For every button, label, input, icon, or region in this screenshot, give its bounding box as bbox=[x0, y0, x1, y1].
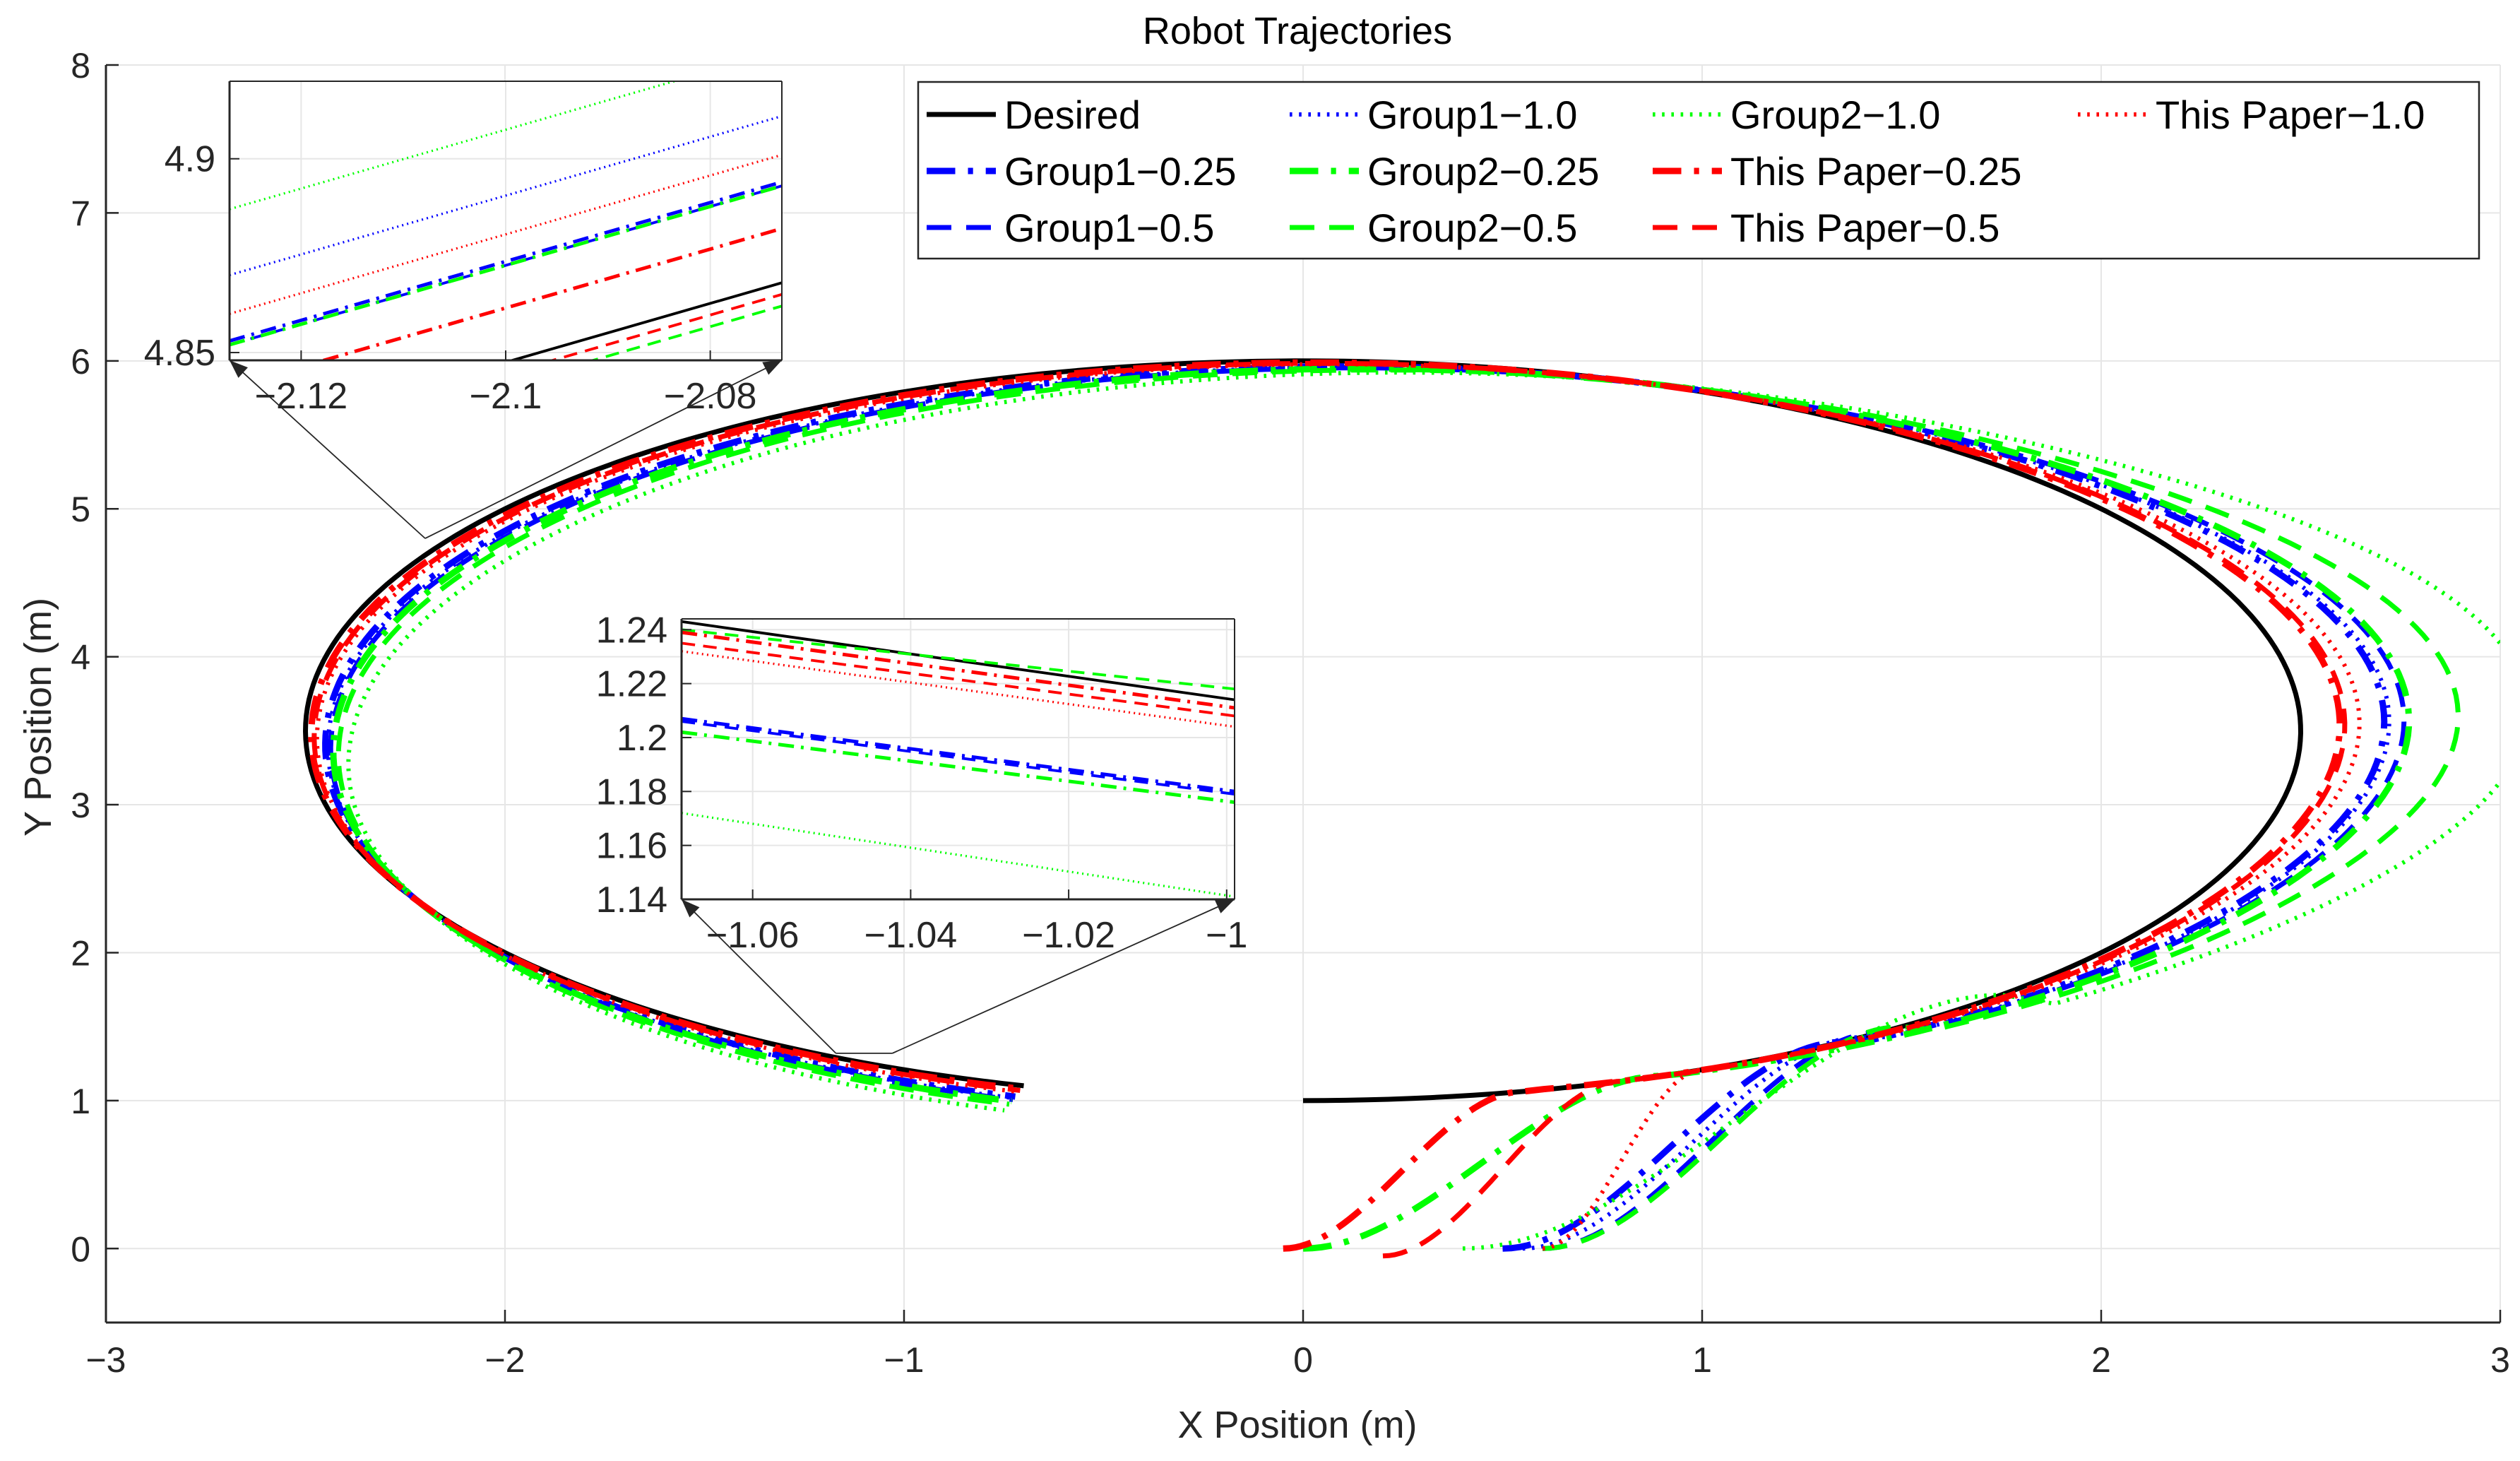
legend-item-this-paper-0-25: This Paper−0.25 bbox=[1653, 149, 2021, 194]
legend-items: Desired Group1−1.0 Group2−1.0 This Paper−1.… bbox=[927, 93, 2425, 250]
inset-line-this-paper-0-25 bbox=[682, 630, 1235, 710]
inset-line-group1-0-25 bbox=[230, 180, 782, 343]
inset-bottom-axes: −1.06 −1.04 −1.02 −1 1.14 1.16 1.18 1.2 1.22 1.24 bbox=[596, 610, 1248, 956]
inset-x-tick-label: −2.08 bbox=[664, 376, 757, 417]
y-tick-label: 7 bbox=[71, 194, 90, 233]
x-tick-label: −3 bbox=[85, 1340, 126, 1380]
legend: Desired Group1−1.0 Group2−1.0 This Paper−1.… bbox=[917, 81, 2480, 260]
inset-bottom: −1.06 −1.04 −1.02 −1 1.14 1.16 1.18 1.2 1.22 1.24 bbox=[596, 610, 1248, 956]
x-tick-label: −1 bbox=[884, 1340, 924, 1380]
main-series bbox=[303, 358, 2500, 1259]
main-axes: −3 −2 −1 0 1 2 3 0 1 2 3 4 5 6 7 8 bbox=[71, 46, 2510, 1380]
y-tick-label: 6 bbox=[71, 342, 90, 381]
x-tick-label: −2 bbox=[485, 1340, 525, 1380]
legend-item-group1-0-5: Group1−0.5 bbox=[927, 206, 1214, 250]
inset-line-group2-0-25 bbox=[230, 184, 782, 347]
inset-line-group2-0-5 bbox=[588, 304, 782, 360]
x-axis-label: X Position (m) bbox=[1177, 1404, 1417, 1446]
legend-label: Group1−0.5 bbox=[1004, 206, 1214, 250]
legend-label: Desired bbox=[1004, 93, 1141, 137]
inset-line-desired bbox=[682, 620, 1235, 702]
y-tick-label: 5 bbox=[71, 490, 90, 529]
legend-item-this-paper-1-0: This Paper−1.0 bbox=[2078, 93, 2425, 137]
inset-line-group1-0-25 bbox=[682, 716, 1235, 793]
inset-x-tick-label: −1.02 bbox=[1022, 915, 1115, 956]
zoom-arrowhead bbox=[682, 899, 700, 918]
inset-line-this-paper-1-0 bbox=[682, 650, 1235, 728]
x-tick-label: 2 bbox=[2091, 1340, 2111, 1380]
inset-y-tick-label: 4.85 bbox=[144, 333, 215, 374]
series-line-group2-1-0 bbox=[346, 370, 2500, 1251]
y-tick-label: 4 bbox=[71, 638, 90, 678]
x-tick-label: 1 bbox=[1692, 1340, 1712, 1380]
legend-label: Group2−0.5 bbox=[1367, 206, 1577, 250]
zoom-connector-line bbox=[681, 899, 837, 1054]
inset-y-tick-label: 1.14 bbox=[596, 880, 667, 921]
inset-bottom-background bbox=[682, 619, 1235, 899]
inset-line-group1-0-5 bbox=[682, 720, 1235, 796]
inset-line-group2-0-25 bbox=[682, 730, 1235, 805]
inset-x-tick-label: −1.06 bbox=[706, 915, 800, 956]
zoom-arrowhead bbox=[762, 360, 782, 375]
inset-line-group2-1-0 bbox=[230, 81, 679, 211]
legend-label: This Paper−0.25 bbox=[1730, 149, 2021, 194]
inset-line-this-paper-0-25 bbox=[317, 227, 782, 360]
legend-item-group1-0-25: Group1−0.25 bbox=[927, 149, 1236, 194]
legend-item-group2-1-0: Group2−1.0 bbox=[1653, 93, 1940, 137]
y-tick-label: 8 bbox=[71, 46, 90, 85]
zoom-arrowhead bbox=[1215, 899, 1235, 913]
inset-line-this-paper-1-0 bbox=[230, 153, 782, 315]
zoom-connector-line bbox=[229, 360, 426, 539]
legend-item-group1-1-0: Group1−1.0 bbox=[1290, 93, 1577, 137]
series-line-this-paper-0-25 bbox=[308, 359, 2343, 1252]
y-tick-label: 1 bbox=[71, 1082, 90, 1121]
inset-y-tick-label: 1.18 bbox=[596, 771, 667, 812]
inset-x-tick-label: −2.1 bbox=[470, 376, 542, 417]
legend-label: This Paper−0.5 bbox=[1730, 206, 1999, 250]
inset-bottom-lines bbox=[682, 620, 1235, 898]
legend-label: This Paper−1.0 bbox=[2156, 93, 2425, 137]
legend-item-group2-0-25: Group2−0.25 bbox=[1290, 149, 1599, 194]
y-tick-label: 2 bbox=[71, 933, 90, 973]
legend-item-this-paper-0-5: This Paper−0.5 bbox=[1653, 206, 1999, 250]
zoom-connector-line bbox=[892, 899, 1235, 1054]
y-tick-label: 0 bbox=[71, 1229, 90, 1269]
chart-title: Robot Trajectories bbox=[1143, 10, 1452, 52]
inset-line-this-paper-0-5 bbox=[547, 292, 782, 360]
zoom-connectors bbox=[229, 360, 1235, 1054]
x-tick-label: 3 bbox=[2490, 1340, 2510, 1380]
inset-top: −2.12 −2.1 −2.08 4.85 4.9 bbox=[144, 81, 783, 417]
inset-x-tick-label: −1.04 bbox=[864, 915, 958, 956]
inset-y-tick-label: 1.16 bbox=[596, 826, 667, 867]
inset-line-group2-1-0 bbox=[682, 812, 1235, 898]
x-tick-label: 0 bbox=[1293, 1340, 1313, 1380]
legend-label: Group1−1.0 bbox=[1367, 93, 1577, 137]
inset-x-tick-label: −1 bbox=[1206, 915, 1247, 956]
inset-y-tick-label: 4.9 bbox=[165, 139, 215, 180]
inset-line-this-paper-0-5 bbox=[682, 641, 1235, 718]
inset-x-tick-label: −2.12 bbox=[255, 376, 348, 417]
zoom-connector-line bbox=[424, 360, 783, 539]
inset-line-group2-0-5 bbox=[682, 628, 1235, 691]
inset-top-axes: −2.12 −2.1 −2.08 4.85 4.9 bbox=[144, 81, 783, 417]
legend-label: Group2−0.25 bbox=[1367, 149, 1599, 194]
inset-top-lines bbox=[230, 81, 782, 360]
inset-line-desired bbox=[507, 281, 782, 360]
inset-y-tick-label: 1.24 bbox=[596, 610, 667, 651]
y-tick-label: 3 bbox=[71, 786, 90, 825]
legend-label: Group2−1.0 bbox=[1730, 93, 1940, 137]
zoom-arrowhead bbox=[230, 360, 248, 378]
y-axis-label: Y Position (m) bbox=[17, 598, 59, 836]
legend-label: Group1−0.25 bbox=[1004, 149, 1236, 194]
legend-item-desired: Desired bbox=[927, 93, 1141, 137]
inset-line-group1-1-0 bbox=[230, 114, 782, 276]
inset-y-tick-label: 1.2 bbox=[617, 718, 667, 759]
inset-y-tick-label: 1.22 bbox=[596, 664, 667, 705]
legend-item-group2-0-5: Group2−0.5 bbox=[1290, 206, 1577, 250]
